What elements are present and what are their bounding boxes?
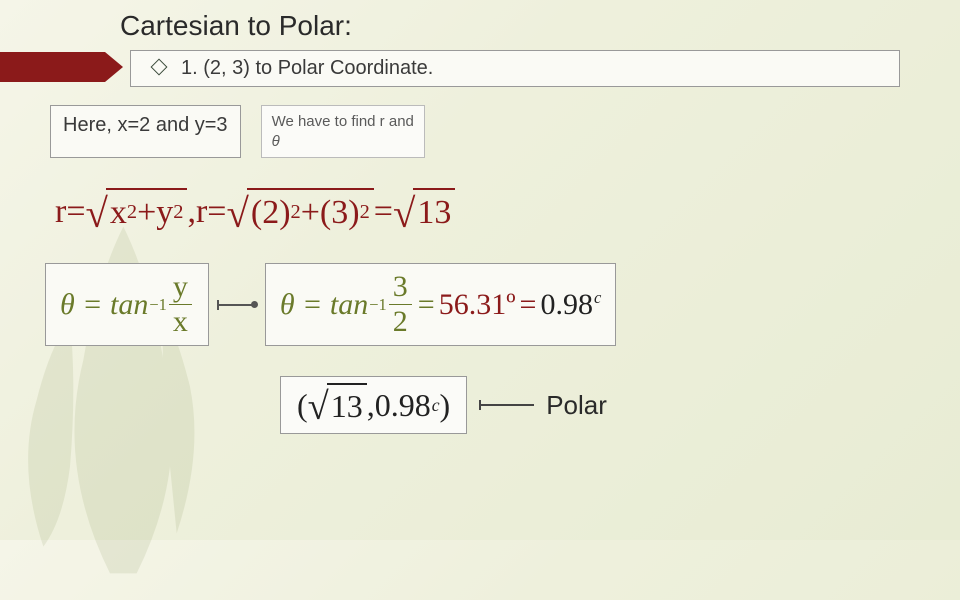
problem-box: 1. (2, 3) to Polar Coordinate. (130, 50, 900, 87)
sqrt-result: √ 13 (393, 188, 455, 235)
theta-value-box: θ = tan−1 3 2 = 56.31º = 0.98c (265, 263, 616, 346)
polar-result-box: ( √ 13 , 0.98c ) (280, 376, 467, 434)
frac-yx: y x (169, 272, 192, 337)
find-box: We have to find r and θ (261, 105, 425, 158)
slide-title: Cartesian to Polar: (120, 10, 920, 42)
theta-radians: 0.98c (540, 288, 601, 322)
find-line1: We have to find r and (272, 113, 414, 130)
result-row: ( √ 13 , 0.98c ) Polar (280, 376, 920, 434)
sqrt-xy: √ x2 + y2 (86, 188, 188, 235)
find-theta: θ (272, 132, 414, 152)
r-lhs2: r= (196, 193, 227, 231)
given-values-box: Here, x=2 and y=3 (50, 105, 241, 158)
diamond-bullet-icon (151, 59, 168, 76)
problem-text: 1. (2, 3) to Polar Coordinate. (181, 57, 433, 79)
r-lhs: r= (55, 193, 86, 231)
given-row: Here, x=2 and y=3 We have to find r and … (50, 105, 920, 158)
polar-label: Polar (546, 390, 607, 421)
accent-pointer-bar (0, 52, 105, 82)
r-formula: r= √ x2 + y2 , r= √ (2)2 + (3)2 = √ 13 (55, 188, 920, 235)
connector-line-1 (217, 304, 257, 306)
sqrt-numeric: √ (2)2 + (3)2 (226, 188, 373, 235)
theta-row: θ = tan−1 y x θ = tan−1 3 2 = 56.31º = 0… (45, 263, 920, 346)
result-sqrt: √ 13 (308, 383, 367, 427)
theta-formula-box: θ = tan−1 y x (45, 263, 209, 346)
frac-32: 3 2 (389, 272, 412, 337)
theta-degrees: 56.31º (439, 288, 516, 322)
slide-content: Cartesian to Polar: 1. (2, 3) to Polar C… (0, 0, 960, 434)
connector-line-2 (479, 404, 534, 406)
